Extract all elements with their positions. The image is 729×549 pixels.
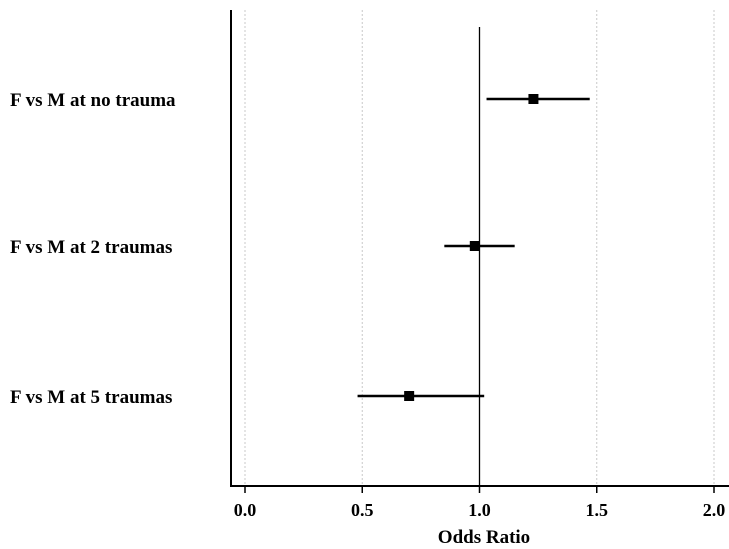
point-estimate bbox=[404, 391, 415, 401]
x-ticks: 0.0 0.5 1.0 1.5 2.0 bbox=[234, 486, 726, 520]
category-label: F vs M at 2 traumas bbox=[10, 237, 172, 258]
x-tick-label: 1.5 bbox=[586, 500, 609, 520]
grid-lines bbox=[244, 10, 715, 486]
category-label: F vs M at no trauma bbox=[10, 90, 176, 111]
category-labels: F vs M at no trauma F vs M at 2 traumas F … bbox=[10, 90, 176, 408]
x-tick-label: 0.0 bbox=[234, 500, 257, 520]
point-estimate bbox=[469, 241, 480, 251]
point-estimate bbox=[528, 94, 539, 104]
x-tick-label: 1.0 bbox=[468, 500, 491, 520]
x-axis-title: Odds Ratio bbox=[438, 527, 530, 548]
data-marks bbox=[357, 94, 590, 401]
x-tick-label: 2.0 bbox=[703, 500, 726, 520]
category-label: F vs M at 5 traumas bbox=[10, 387, 172, 408]
x-tick-label: 0.5 bbox=[351, 500, 374, 520]
